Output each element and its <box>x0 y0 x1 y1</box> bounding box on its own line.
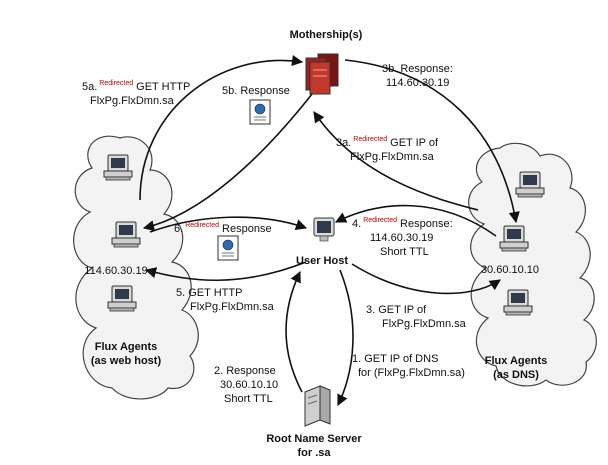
dns-agent-computer-icon <box>515 171 545 198</box>
step-6-line1: 6. Redirected Response <box>174 222 272 235</box>
step-3-line1: 3. GET IP of <box>366 304 427 316</box>
step-4-line3: Short TTL <box>380 246 429 258</box>
web-agent-computer-icon <box>111 221 141 248</box>
dns-agents-label-line1: Flux Agents <box>485 355 548 367</box>
dns-agent-computer-icon <box>503 289 533 316</box>
arrow-3 <box>351 263 501 295</box>
step-5a-line2: FlxPg.FlxDmn.sa <box>90 95 175 107</box>
step-5a-line1: 5a. Redirected GET HTTP <box>82 80 190 93</box>
dns-agent-ip: 30.60.10.10 <box>481 264 539 276</box>
user-host-computer-icon <box>313 217 335 242</box>
step-3b-line1: 3b. Response: <box>382 63 453 75</box>
step-5-line1: 5. GET HTTP <box>176 287 242 299</box>
step-2-line2: 30.60.10.10 <box>220 379 278 391</box>
web-agent-ip: 114.60.30.19 <box>84 265 147 277</box>
arrow-1 <box>337 269 354 407</box>
mothership-server-icon <box>305 53 339 95</box>
step-3a-line2: FlxPg.FlxDmn.sa <box>350 151 435 163</box>
step-3a-line1: 3a. Redirected GET IP of <box>336 136 439 149</box>
step-2-line3: Short TTL <box>224 393 273 405</box>
response-document-icon <box>217 235 239 261</box>
step-1-line2: for (FlxPg.FlxDmn.sa) <box>358 367 465 379</box>
web-agents-cloud <box>73 135 199 400</box>
step-4-line2: 114.60.30.19 <box>370 232 433 244</box>
root-server-label-line1: Root Name Server <box>266 433 362 445</box>
arrow-2 <box>285 270 303 393</box>
arrow-5b <box>142 93 313 232</box>
dns-agents-label-line2: (as DNS) <box>493 369 539 381</box>
step-3b-line2: 114.60.30.19 <box>386 77 449 89</box>
step-4-line1: 4. Redirected Response: <box>352 217 453 230</box>
arrow-6 <box>149 216 308 233</box>
web-agents-label-line1: Flux Agents <box>95 341 158 353</box>
step-1-line1: 1. GET IP of DNS <box>352 353 438 365</box>
step-3-line2: FlxPg.FlxDmn.sa <box>382 318 467 330</box>
arrow-5 <box>144 261 307 282</box>
web-agents-label-line2: (as web host) <box>91 355 162 367</box>
step-5-line2: FlxPg.FlxDmn.sa <box>190 301 275 313</box>
response-document-icon <box>249 99 271 125</box>
arrow-3b <box>344 59 520 224</box>
user-host-label: User Host <box>296 255 348 267</box>
arrow-3a <box>313 111 479 211</box>
mothership-label: Mothership(s) <box>290 29 363 41</box>
dns-agents-cloud <box>468 142 597 387</box>
step-2-line1: 2. Response <box>214 365 276 377</box>
dns-agent-computer-icon <box>499 225 529 252</box>
arrow-4 <box>334 204 497 237</box>
web-agent-computer-icon <box>103 154 133 181</box>
step-5b-label: 5b. Response <box>222 85 290 97</box>
web-agent-computer-icon <box>107 285 137 312</box>
root-server-icon <box>304 385 331 427</box>
root-server-label-line2: for .sa <box>297 447 331 459</box>
arrow-5a <box>139 55 304 201</box>
